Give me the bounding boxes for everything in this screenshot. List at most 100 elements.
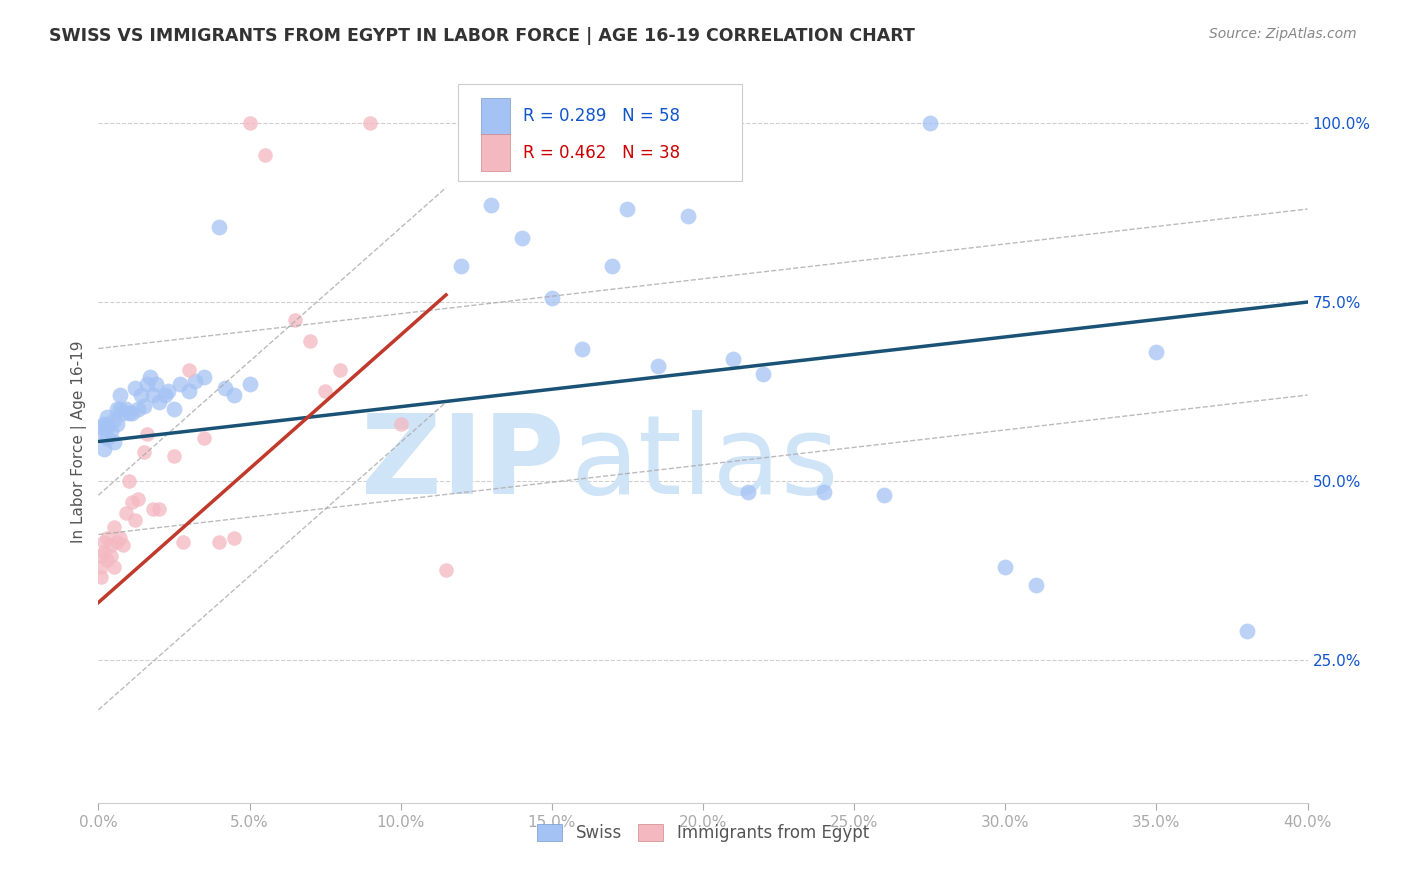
Point bbox=[96, 420, 118, 434]
Point bbox=[184, 374, 207, 388]
Point bbox=[118, 406, 141, 420]
Point bbox=[193, 370, 215, 384]
Point bbox=[142, 388, 165, 402]
Point bbox=[208, 219, 231, 234]
Point bbox=[121, 406, 143, 420]
Point bbox=[93, 545, 115, 559]
Point bbox=[208, 534, 231, 549]
Point bbox=[129, 388, 152, 402]
Point bbox=[142, 502, 165, 516]
Point bbox=[918, 116, 941, 130]
Point bbox=[124, 381, 146, 395]
Point bbox=[127, 402, 149, 417]
Point bbox=[389, 417, 412, 431]
Point bbox=[510, 230, 533, 244]
Y-axis label: In Labor Force | Age 16-19: In Labor Force | Age 16-19 bbox=[72, 340, 87, 543]
Point bbox=[96, 552, 118, 566]
Point bbox=[253, 148, 276, 162]
Point bbox=[118, 474, 141, 488]
Point bbox=[132, 445, 155, 459]
Point bbox=[127, 491, 149, 506]
Point bbox=[135, 377, 157, 392]
Point bbox=[1236, 624, 1258, 639]
Point bbox=[105, 534, 128, 549]
Point bbox=[737, 484, 759, 499]
Point bbox=[616, 202, 638, 216]
Text: R = 0.289   N = 58: R = 0.289 N = 58 bbox=[523, 107, 681, 126]
Point bbox=[571, 342, 593, 356]
Point bbox=[103, 559, 125, 574]
Point bbox=[100, 424, 122, 438]
Point bbox=[647, 359, 669, 374]
Point bbox=[153, 388, 176, 402]
Point bbox=[105, 417, 128, 431]
Point bbox=[114, 506, 136, 520]
Point bbox=[239, 116, 262, 130]
Point bbox=[179, 384, 201, 399]
Point bbox=[105, 402, 128, 417]
Point bbox=[135, 427, 157, 442]
Point bbox=[481, 198, 503, 212]
Point bbox=[450, 260, 472, 274]
Point bbox=[163, 449, 186, 463]
Point bbox=[96, 431, 118, 445]
Point bbox=[100, 538, 122, 552]
Point bbox=[90, 570, 112, 584]
FancyBboxPatch shape bbox=[458, 84, 742, 181]
Point bbox=[108, 531, 131, 545]
FancyBboxPatch shape bbox=[481, 98, 510, 135]
Point bbox=[1024, 577, 1046, 591]
Point bbox=[214, 381, 236, 395]
Point bbox=[193, 431, 215, 445]
Point bbox=[299, 334, 322, 349]
Point bbox=[1144, 345, 1167, 359]
Point bbox=[314, 384, 336, 399]
Point bbox=[148, 395, 170, 409]
Legend: Swiss, Immigrants from Egypt: Swiss, Immigrants from Egypt bbox=[530, 817, 876, 848]
Point bbox=[224, 388, 246, 402]
Text: R = 0.462   N = 38: R = 0.462 N = 38 bbox=[523, 144, 681, 161]
Point bbox=[172, 534, 194, 549]
Point bbox=[752, 367, 775, 381]
Point bbox=[224, 531, 246, 545]
Point bbox=[156, 384, 179, 399]
Point bbox=[90, 420, 112, 434]
Point bbox=[103, 413, 125, 427]
Text: SWISS VS IMMIGRANTS FROM EGYPT IN LABOR FORCE | AGE 16-19 CORRELATION CHART: SWISS VS IMMIGRANTS FROM EGYPT IN LABOR … bbox=[49, 27, 915, 45]
Point bbox=[169, 377, 191, 392]
Point bbox=[111, 406, 134, 420]
Point bbox=[676, 209, 699, 223]
Point bbox=[873, 488, 896, 502]
FancyBboxPatch shape bbox=[481, 135, 510, 170]
Point bbox=[108, 388, 131, 402]
Point bbox=[93, 534, 115, 549]
Point bbox=[124, 513, 146, 527]
Point bbox=[145, 377, 167, 392]
Point bbox=[96, 531, 118, 545]
Point bbox=[96, 409, 118, 424]
Point bbox=[329, 363, 352, 377]
Point bbox=[555, 152, 578, 166]
Point bbox=[90, 427, 112, 442]
Point bbox=[108, 402, 131, 417]
Point bbox=[121, 495, 143, 509]
Point bbox=[100, 549, 122, 563]
Point bbox=[994, 559, 1017, 574]
Point bbox=[360, 116, 382, 130]
Text: atlas: atlas bbox=[569, 409, 838, 516]
Point bbox=[179, 363, 201, 377]
Point bbox=[723, 352, 745, 367]
Point bbox=[540, 292, 562, 306]
Point bbox=[93, 442, 115, 456]
Text: ZIP: ZIP bbox=[360, 409, 564, 516]
Point bbox=[434, 563, 457, 577]
Point bbox=[239, 377, 262, 392]
Point bbox=[148, 502, 170, 516]
Point bbox=[139, 370, 162, 384]
Point bbox=[114, 402, 136, 417]
Point bbox=[90, 549, 112, 563]
Point bbox=[602, 260, 624, 274]
Point bbox=[103, 520, 125, 534]
Point bbox=[163, 402, 186, 417]
Point bbox=[93, 417, 115, 431]
